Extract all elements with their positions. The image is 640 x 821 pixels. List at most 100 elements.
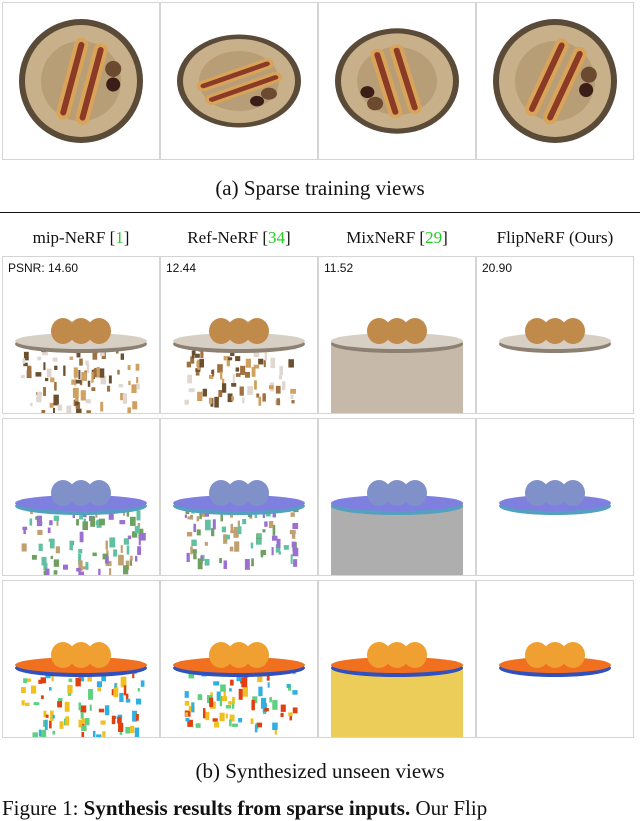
debris: [79, 358, 83, 366]
debris: [86, 410, 91, 413]
debris: [229, 714, 235, 722]
debris: [75, 379, 82, 384]
debris: [134, 526, 140, 534]
debris: [96, 681, 103, 688]
debris: [213, 681, 220, 686]
debris: [268, 385, 274, 390]
debris: [35, 372, 42, 377]
psnr-label: 11.52: [324, 261, 354, 275]
debris: [75, 392, 79, 404]
debris: [120, 545, 123, 553]
debris: [214, 722, 220, 728]
debris: [275, 544, 281, 553]
debris: [131, 531, 138, 538]
debris: [76, 351, 81, 358]
debris: [220, 371, 223, 380]
debris: [290, 554, 293, 564]
food: [87, 318, 111, 344]
debris: [37, 356, 42, 361]
debris: [185, 712, 189, 717]
debris: [229, 546, 234, 552]
debris: [136, 383, 140, 390]
debris: [82, 521, 88, 531]
debris: [192, 349, 196, 356]
figure-bold: Synthesis results from sparse inputs.: [83, 796, 411, 820]
debris: [53, 559, 60, 567]
debris: [276, 398, 281, 406]
debris: [57, 404, 63, 411]
image: [177, 34, 301, 128]
debris: [100, 351, 105, 357]
debris: [234, 541, 240, 552]
debris: [136, 510, 141, 521]
debris: [193, 551, 197, 560]
debris: [58, 698, 62, 702]
debris: [225, 713, 228, 719]
debris: [219, 712, 225, 722]
debris: [187, 374, 193, 384]
debris: [108, 375, 112, 384]
debris: [127, 365, 131, 371]
debris: [260, 549, 267, 556]
debris: [209, 697, 214, 707]
food: [385, 318, 409, 344]
debris: [291, 400, 295, 404]
debris: [49, 720, 52, 729]
food: [245, 642, 269, 668]
debris: [140, 680, 145, 687]
debris: [114, 683, 117, 690]
debris: [185, 717, 190, 722]
debris: [68, 678, 73, 683]
food: [245, 318, 269, 344]
image-cell: [160, 2, 318, 160]
sausage: [374, 52, 399, 115]
debris: [280, 704, 286, 712]
debris: [292, 547, 299, 557]
debris: [271, 535, 278, 541]
debris: [104, 705, 110, 716]
figure-caption: Figure 1: Synthesis results from sparse …: [2, 796, 487, 821]
image: [493, 19, 617, 143]
debris: [271, 547, 274, 556]
image: [331, 318, 463, 413]
debris: [230, 523, 234, 531]
debris: [293, 559, 298, 567]
image: [19, 19, 143, 143]
debris: [241, 677, 248, 688]
debris: [216, 691, 221, 701]
column-header: MixNeRF [29]: [318, 228, 476, 248]
food: [543, 480, 567, 506]
debris: [76, 519, 79, 526]
food: [360, 44, 422, 119]
image-cell: [160, 580, 318, 738]
food: [56, 37, 122, 125]
debris: [64, 701, 70, 712]
debris: [272, 700, 278, 710]
debris: [49, 541, 55, 549]
debris: [259, 687, 262, 694]
debris: [135, 698, 142, 705]
debris: [120, 353, 125, 360]
debris: [107, 385, 111, 392]
food: [51, 318, 75, 344]
image-cell: [2, 580, 160, 738]
debris: [199, 512, 202, 520]
debris: [102, 553, 109, 560]
debris: [43, 362, 46, 371]
debris: [76, 408, 82, 413]
debris: [136, 713, 139, 721]
debris: [102, 731, 106, 737]
debris: [125, 726, 131, 734]
debris: [43, 710, 47, 718]
debris: [96, 366, 100, 378]
debris: [31, 685, 37, 694]
debris: [186, 531, 193, 537]
debris: [242, 686, 248, 697]
debris: [203, 513, 210, 517]
debris: [69, 356, 74, 360]
debris: [67, 684, 73, 694]
debris: [247, 386, 253, 395]
debris: [268, 521, 274, 529]
debris: [113, 687, 119, 698]
food: [403, 318, 427, 344]
